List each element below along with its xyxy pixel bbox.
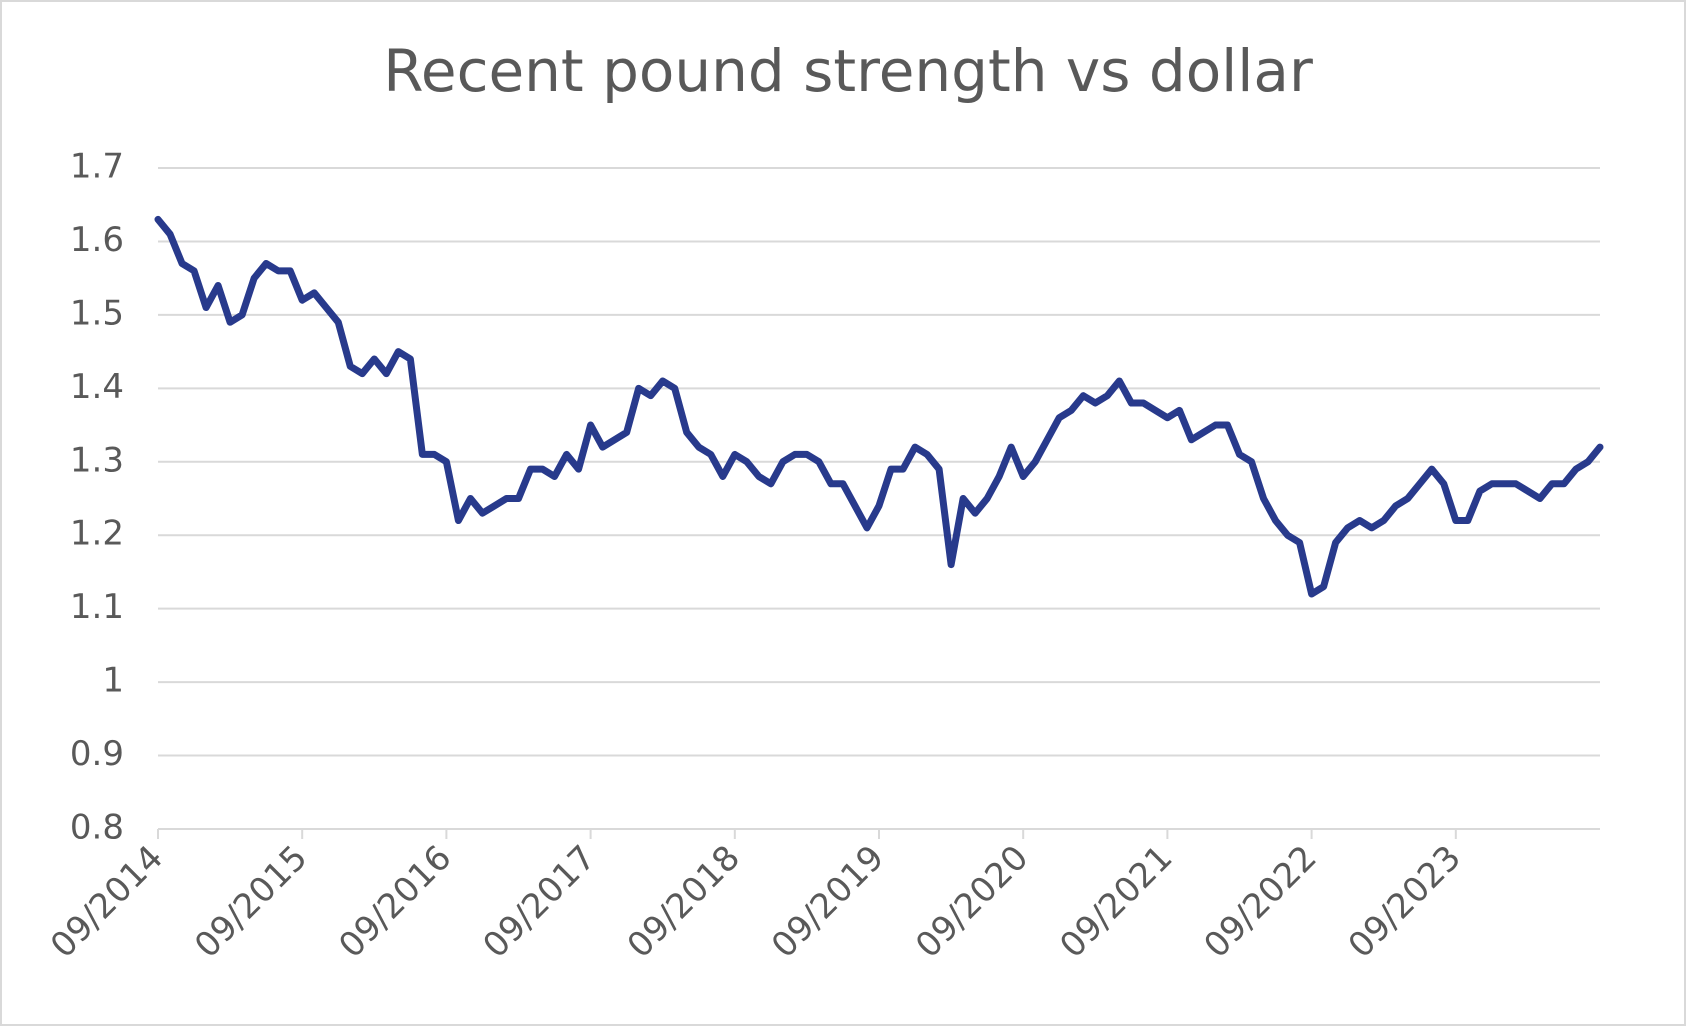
- chart-title: Recent pound strength vs dollar: [383, 37, 1313, 105]
- y-tick-label: 1.7: [70, 147, 124, 187]
- y-tick-label: 1.5: [70, 293, 124, 333]
- y-tick-label: 1.4: [70, 367, 124, 407]
- y-tick-label: 1.1: [70, 587, 124, 627]
- series-line: [154, 215, 1604, 598]
- y-tick-label: 1.2: [70, 514, 124, 554]
- y-tick-label: 1: [102, 661, 124, 701]
- y-tick-label: 1.3: [70, 440, 124, 480]
- y-tick-label: 0.8: [70, 808, 124, 848]
- y-tick-label: 1.6: [70, 220, 124, 260]
- y-tick-label: 0.9: [70, 734, 124, 774]
